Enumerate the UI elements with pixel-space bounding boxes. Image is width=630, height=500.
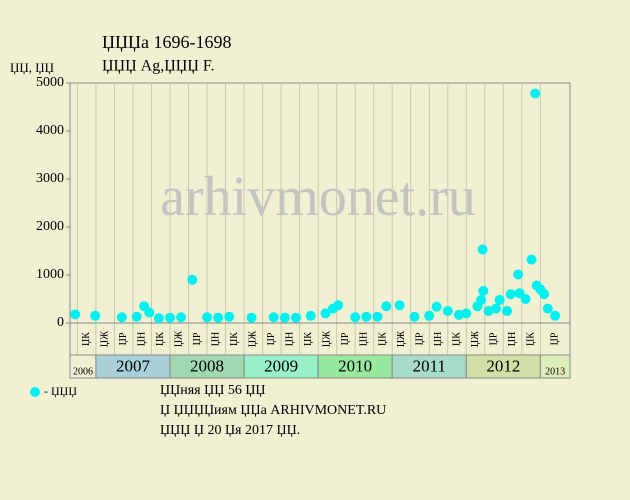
point <box>478 285 489 296</box>
x-tick-label: ЏН <box>359 332 370 346</box>
point <box>476 294 487 305</box>
x-tick-label: ЏН <box>211 332 222 346</box>
point <box>502 306 513 316</box>
x-tick-label: ЏК <box>303 332 314 346</box>
point <box>279 312 290 323</box>
note: ЏЏняя ЏЏ 56 ЏЏ <box>160 383 266 398</box>
point <box>490 303 501 314</box>
year-label: 2006 <box>73 366 93 377</box>
point <box>539 289 550 300</box>
chart-subtitle: ЏЏЏ Ag,ЏЏЏ F. <box>102 58 215 75</box>
year-label: 2009 <box>264 356 298 375</box>
point <box>513 269 524 280</box>
point <box>144 307 155 318</box>
year-label: 2011 <box>413 356 446 375</box>
point <box>70 309 81 320</box>
point <box>333 300 344 311</box>
point <box>165 312 175 323</box>
y-tick-label: 1000 <box>36 267 64 282</box>
point <box>90 310 101 321</box>
year-label: 2013 <box>545 366 565 377</box>
point <box>530 88 541 99</box>
x-tick-label: ЏЖ <box>470 331 481 347</box>
legend-label: - ЏЏЏ <box>44 384 77 398</box>
year-label: 2010 <box>338 356 372 375</box>
point <box>372 311 383 322</box>
x-tick-label: ЏР <box>414 332 425 345</box>
point <box>526 254 537 265</box>
point <box>542 303 553 314</box>
x-tick-label: ЏР <box>488 332 499 345</box>
x-tick-label: ЏН <box>285 332 296 346</box>
y-axis-label: ЏЏ, ЏЏ <box>10 60 54 75</box>
note: Џ ЏЏЏЏиям ЏЏа ARHIVMONET.RU <box>160 403 386 418</box>
point <box>442 306 453 316</box>
note: ЏЏЏ Џ 20 Џя 2017 ЏЏ. <box>160 423 300 438</box>
point <box>290 312 301 323</box>
x-tick-label: ЏЖ <box>396 331 407 347</box>
point <box>116 312 127 323</box>
x-tick-label: ЏН <box>433 332 444 346</box>
x-tick-label: ЏЖ <box>174 331 185 347</box>
x-tick-label: ЏР <box>192 332 203 345</box>
point <box>461 308 472 319</box>
x-tick-label: ЏК <box>451 332 462 346</box>
x-tick-label: ЏЖ <box>99 331 110 347</box>
point <box>494 294 505 305</box>
x-tick-label: ЏК <box>525 332 536 346</box>
point <box>350 312 361 323</box>
point <box>361 311 372 322</box>
point <box>453 309 464 320</box>
x-tick-label: ЏК <box>81 332 92 346</box>
year-label: 2008 <box>190 356 224 375</box>
point <box>477 244 488 255</box>
point <box>187 274 198 285</box>
point <box>320 308 331 319</box>
x-tick-label: ЏР <box>340 332 351 345</box>
point <box>409 311 420 322</box>
legend-marker <box>30 387 40 397</box>
point <box>550 310 561 321</box>
x-tick-label: ЏЖ <box>248 331 259 347</box>
x-tick-label: ЏР <box>118 332 129 345</box>
year-band <box>539 354 571 379</box>
x-tick-label: ЏК <box>377 332 388 346</box>
y-tick-label: 2000 <box>36 219 64 234</box>
point <box>131 311 142 322</box>
year-label: 2007 <box>116 356 151 375</box>
plot-area: ЏК ЏЖ ЏР ЏН ЏК ЏЖ ЏР ЏН ЏК ЏЖ ЏР ЏН ЏК ЏЖ ЏР ЏН ЏК ЏЖ ЏР ЏН… <box>36 75 571 379</box>
y-tick-label: 0 <box>57 315 64 330</box>
point <box>224 311 235 322</box>
point <box>424 310 435 321</box>
chart-title: ЏЏЏа 1696-1698 <box>102 32 231 52</box>
x-tick-label: ЏЖ <box>322 331 333 347</box>
point <box>305 310 316 321</box>
x-tick-label: ЏН <box>137 332 148 346</box>
y-tick-label: 3000 <box>36 171 64 186</box>
x-tick-label: ЏН <box>507 332 518 346</box>
x-tick-label: ЏР <box>549 332 560 345</box>
y-tick-label: 4000 <box>36 123 64 138</box>
point <box>381 301 392 312</box>
x-tick-label: ЏК <box>229 332 240 346</box>
point <box>505 289 516 300</box>
point <box>246 312 257 323</box>
point <box>213 312 224 323</box>
year-label: 2012 <box>486 356 520 375</box>
point <box>520 294 531 304</box>
point <box>394 300 405 311</box>
point <box>202 312 213 323</box>
point <box>176 312 187 323</box>
point <box>268 312 279 323</box>
x-tick-label: ЏК <box>155 332 166 346</box>
point <box>431 301 442 312</box>
x-tick-label: ЏР <box>266 332 277 345</box>
point <box>153 313 164 324</box>
y-tick-label: 5000 <box>36 75 64 90</box>
